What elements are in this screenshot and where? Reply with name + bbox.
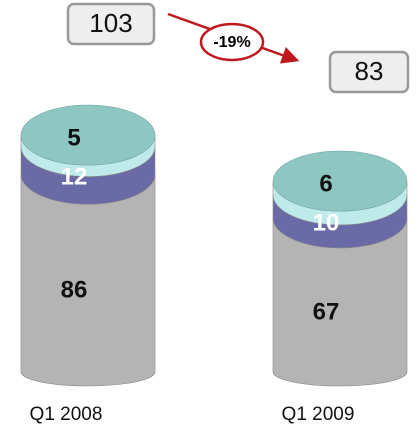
- value-label: 10: [313, 210, 340, 237]
- annotation-ring: [199, 22, 265, 62]
- total-box: [328, 50, 410, 94]
- x-tick-label: Q1 2009: [282, 404, 355, 425]
- value-label: 86: [61, 276, 88, 303]
- x-tick-label: Q1 2008: [30, 404, 103, 425]
- value-label: 12: [61, 164, 88, 191]
- cylinder-top: [20, 104, 156, 166]
- value-label: 67: [313, 298, 340, 325]
- value-label: 6: [319, 170, 332, 197]
- total-box: [66, 2, 156, 46]
- value-label: 5: [67, 124, 80, 151]
- cylinder-top: [272, 150, 408, 212]
- annotation: -19%: [213, 34, 250, 51]
- total-label: 103: [89, 8, 132, 38]
- total-label: 83: [355, 56, 384, 86]
- bar-segment: [20, 174, 156, 387]
